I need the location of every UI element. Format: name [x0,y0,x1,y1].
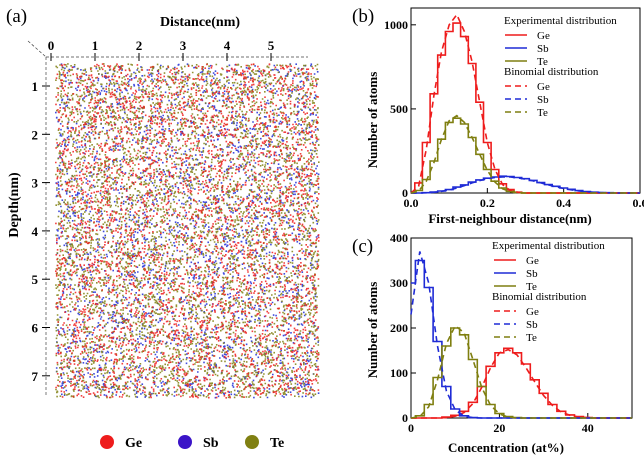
panel-c-series-bin-sb [410,251,632,419]
panel-c-x-tick-label: 20 [493,421,505,435]
panel-b-axes: 0.0 0.2 0.4 0.6 0 500 1000 [384,7,644,210]
panel-b-series-bin-te [410,114,640,194]
panel-c-series-exp-ge [411,347,632,419]
panel-c-legend-bin-title: Binomial distribution [492,291,587,303]
panel-a-y-tick-label: 2 [32,127,39,142]
panel-a-y-ticks: 1 2 3 4 5 6 7 [32,79,50,384]
panel-c-legend-exp-label-te: Te [526,281,537,293]
panel-c-y-tick-label: 0 [402,411,408,425]
panel-b-ylabel: Number of atoms [365,72,380,169]
panel-a-x-tick-label: 2 [136,38,143,53]
panel-a: (a) Distance(nm) Depth(nm) 0 1 2 3 4 5 1 2 3 4 5 6… [6,6,320,451]
panel-b: (b) 0.0 0.2 0.4 0.6 0 500 1000 Number of atoms… [352,6,644,226]
panel-a-y-tick-label: 6 [32,321,39,336]
panel-c-legend-bin-label-te: Te [526,332,537,344]
panel-a-corner-line [27,40,47,58]
panel-a-ylabel: Depth(nm) [7,172,22,238]
panel-a-legend: Ge Sb Te [100,435,284,451]
panel-a-y-tick-label: 1 [32,79,39,94]
panel-b-x-tick-label: 0.2 [480,196,495,210]
panel-a-x-tick-label: 1 [92,38,99,53]
panel-b-legend-exp-label-ge: Ge [537,30,550,42]
panel-b-xlabel: First-neighbour distance(nm) [428,211,591,226]
panel-b-legend-exp-title: Experimental distribution [504,15,617,27]
legend-sb-marker [178,435,192,449]
panel-b-legend-exp-label-te: Te [537,56,548,68]
panel-c-xlabel: Concentration (at%) [448,440,564,455]
panel-c-series-bin-te [410,324,632,419]
legend-ge-marker [100,435,114,449]
legend-sb-label: Sb [203,436,219,451]
panel-a-x-tick-label: 3 [180,38,187,53]
panel-c-y-tick-label: 300 [390,276,408,290]
panel-c-x-tick-label: 40 [582,421,594,435]
panel-c-legend-exp-label-ge: Ge [526,255,539,267]
panel-a-y-tick-label: 5 [32,272,39,287]
panel-c-label: (c) [352,236,373,257]
panel-c-y-tick-label: 400 [390,231,408,245]
panel-a-xlabel: Distance(nm) [160,15,240,30]
panel-c-legend: Experimental distribution Binomial distr… [492,240,605,344]
panel-b-label: (b) [352,6,374,27]
panel-b-y-tick-label: 0 [402,186,408,200]
panel-c-series-exp-te [411,327,632,419]
panel-a-x-tick-label: 0 [48,38,55,53]
panel-c-frame [410,237,633,419]
panel-c-legend-exp-label-sb: Sb [526,268,538,280]
panel-b-y-tick-label: 1000 [384,18,408,32]
panel-c-y-tick-label: 100 [390,366,408,380]
panel-b-x-tick-label: 0.4 [556,196,571,210]
panel-a-x-tick-label: 4 [224,38,231,53]
panel-b-legend: Experimental distribution Binomial distr… [504,15,617,119]
panel-a-y-tick-label: 7 [32,369,39,384]
panel-c-legend-bin-label-ge: Ge [526,306,539,318]
panel-a-label: (a) [6,6,27,27]
panel-a-y-tick-label: 4 [32,224,39,239]
panel-a-atom-map [55,63,320,399]
panel-b-legend-exp-label-sb: Sb [537,43,549,55]
panel-b-series [410,13,640,194]
panel-b-y-tick-label: 500 [390,102,408,116]
panel-c-x-tick-label: 0 [408,421,414,435]
panel-b-legend-bin-label-te: Te [537,107,548,119]
panel-c-series-exp-sb [411,259,632,419]
panel-b-x-tick-label: 0.6 [633,196,644,210]
panel-c-legend-exp-title: Experimental distribution [492,240,605,252]
panel-b-legend-bin-label-sb: Sb [537,94,549,106]
panel-c-ylabel: Number of atoms [365,282,380,379]
legend-ge-label: Ge [125,436,142,451]
panel-b-legend-bin-label-ge: Ge [537,81,550,93]
panel-a-atoms-te [55,63,320,399]
panel-c-series [410,251,632,419]
legend-te-marker [245,435,259,449]
panel-c-legend-bin-label-sb: Sb [526,319,538,331]
panel-a-atoms-sb [55,63,320,399]
panel-a-atoms-ge [55,63,320,399]
panel-a-x-tick-label: 5 [268,38,275,53]
panel-b-x-tick-label: 0.0 [404,196,419,210]
panel-a-y-tick-label: 3 [32,176,39,191]
panel-b-legend-bin-title: Binomial distribution [504,66,599,78]
panel-c-y-tick-label: 200 [390,321,408,335]
legend-te-label: Te [270,436,284,451]
panel-a-x-ticks: 0 1 2 3 4 5 [48,38,275,61]
